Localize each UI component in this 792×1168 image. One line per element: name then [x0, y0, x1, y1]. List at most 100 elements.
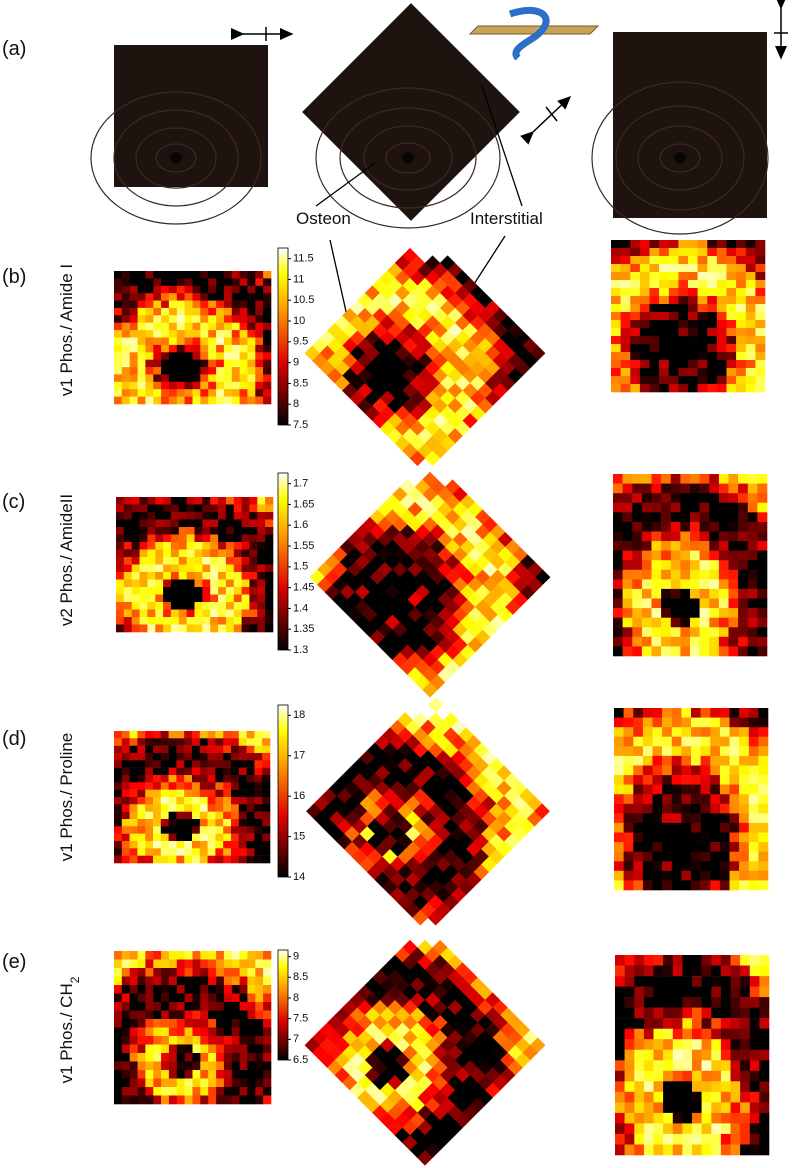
heat-cell	[184, 337, 193, 346]
heat-cell	[168, 1027, 178, 1037]
heat-cell	[200, 352, 209, 360]
heat-cell	[682, 1091, 693, 1103]
heat-cell	[239, 985, 248, 994]
heat-cell	[720, 955, 731, 966]
heat-cell	[691, 880, 701, 891]
heat-cell	[131, 579, 140, 588]
heat-cell	[233, 587, 242, 595]
heat-cell	[718, 541, 729, 551]
heat-cell	[759, 986, 770, 998]
heat-cell	[231, 959, 240, 969]
heat-cell	[121, 374, 130, 383]
heat-cell	[620, 320, 631, 329]
panel-label: (e)	[2, 951, 26, 973]
heat-cell	[758, 832, 769, 843]
heat-cell	[633, 822, 644, 833]
heat-cell	[231, 300, 240, 309]
heat-cell	[186, 572, 195, 580]
colorbar-tick-label: 18	[293, 709, 305, 721]
heat-cell	[682, 1102, 693, 1114]
heat-cell	[233, 497, 242, 505]
heat-cell	[729, 880, 740, 891]
heat-cell	[757, 474, 768, 484]
heat-cell	[417, 1150, 433, 1166]
heat-cell	[239, 993, 248, 1003]
heat-cell	[719, 803, 730, 814]
heat-cell	[643, 986, 654, 998]
heat-cell	[614, 708, 624, 718]
heat-cell	[129, 968, 138, 977]
heat-cell	[194, 564, 203, 573]
colorbar-tick-label: 8	[293, 398, 299, 410]
heat-cell	[748, 813, 759, 824]
heat-cell	[210, 512, 219, 520]
heat-cell	[223, 782, 232, 790]
heat-cell	[718, 531, 729, 542]
colorbar-tick-label: 1.7	[293, 478, 308, 490]
heat-cell	[231, 1036, 240, 1045]
heat-cell	[239, 300, 248, 309]
heat-cell	[223, 381, 233, 390]
heat-cell	[740, 1070, 750, 1082]
heat-cell	[651, 569, 662, 580]
heat-cell	[192, 374, 201, 383]
heat-cell	[699, 531, 710, 542]
heat-cell	[641, 521, 652, 532]
heat-cell	[208, 293, 217, 301]
heat-cell	[711, 1060, 722, 1072]
heat-cell	[199, 804, 208, 812]
heat-cell	[680, 598, 691, 609]
panel-label: (a)	[2, 38, 26, 60]
heat-cell	[653, 1081, 664, 1093]
heat-cell	[697, 272, 708, 281]
heat-cell	[672, 1091, 683, 1103]
heat-cell	[652, 842, 663, 852]
heat-cell	[736, 240, 746, 249]
heat-cell	[160, 738, 169, 746]
heat-cell	[639, 344, 650, 353]
colorbar-tick-label: 8	[293, 992, 299, 1004]
heat-cell	[707, 256, 718, 265]
heat-cell	[716, 312, 727, 321]
heat-cell	[262, 738, 271, 746]
heat-cell	[682, 1133, 693, 1145]
heat-cell	[672, 1081, 683, 1093]
heat-cell	[615, 1049, 625, 1061]
heat-cell	[257, 609, 266, 618]
heat-cell	[218, 624, 227, 633]
heat-cell	[161, 959, 170, 969]
heat-cell	[699, 541, 710, 551]
heat-cell	[116, 549, 125, 558]
heat-cell	[161, 344, 170, 353]
heat-cell	[633, 765, 644, 776]
heat-cell	[263, 352, 272, 360]
heat-cell	[611, 280, 621, 289]
heat-cell	[208, 285, 217, 294]
heat-cell	[690, 598, 700, 609]
heat-cell	[176, 285, 185, 294]
heat-cell	[642, 813, 653, 824]
heat-cell	[192, 1010, 201, 1020]
heat-cell	[745, 256, 756, 265]
heat-cell	[121, 1053, 130, 1062]
heat-cell	[678, 280, 689, 289]
heat-cell	[257, 557, 266, 565]
heat-cell	[745, 312, 756, 321]
heat-cell	[701, 1039, 712, 1050]
heat-cell	[681, 851, 692, 862]
heat-cell	[139, 497, 148, 505]
heat-cell	[692, 1144, 702, 1156]
heat-cell	[215, 789, 224, 798]
heat-cell	[701, 1049, 712, 1061]
heat-cell	[153, 1078, 162, 1088]
heat-cell	[131, 534, 140, 543]
heat-cell	[639, 264, 650, 273]
heat-cell	[129, 1053, 138, 1062]
heat-cell	[145, 811, 154, 820]
heat-cell	[709, 521, 720, 532]
heat-cell	[745, 248, 756, 257]
heat-cell	[668, 264, 679, 273]
heat-cell	[623, 851, 634, 862]
heat-cell	[699, 474, 710, 484]
heat-cell	[216, 1095, 225, 1105]
